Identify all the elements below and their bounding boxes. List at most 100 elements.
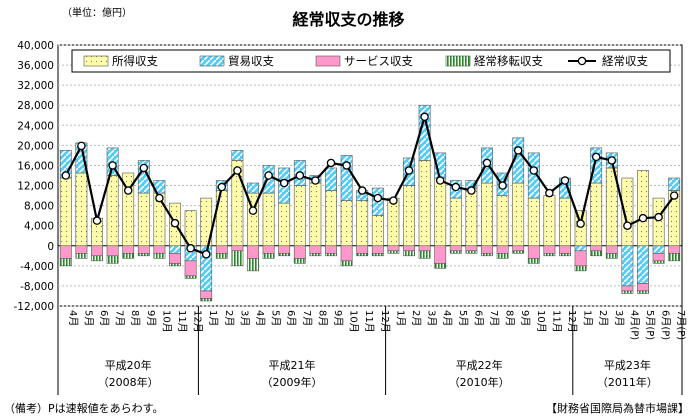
- bar-services: [449, 245, 462, 252]
- y-tick-label: 20,000: [17, 140, 54, 152]
- year-label: 平成20年: [105, 358, 152, 372]
- legend-label: 経常移転収支: [474, 54, 543, 68]
- bar-services: [215, 245, 228, 254]
- x-tick-label: 9月: [145, 310, 157, 326]
- current-account-point: [638, 213, 648, 223]
- x-tick-label: 5月: [457, 310, 469, 326]
- bar-transfers: [293, 258, 306, 264]
- x-tick-label: 4月(P): [628, 310, 640, 340]
- bar-transfers: [574, 265, 587, 272]
- x-tick-label: 2月: [597, 310, 609, 326]
- x-tick-label: 12月: [566, 310, 578, 333]
- bar-goods: [590, 182, 603, 247]
- bar-goods: [215, 190, 228, 247]
- year-label: 平成22年: [456, 358, 503, 372]
- bar-services: [387, 245, 400, 252]
- bar-services: [590, 245, 603, 252]
- bar-transfers: [75, 252, 88, 259]
- bar-services: [481, 245, 493, 254]
- bar-goods: [387, 197, 400, 247]
- x-tick-label: 1月: [582, 310, 594, 326]
- current-account-point: [451, 182, 461, 192]
- bar-transfers: [231, 250, 244, 267]
- bar-services: [231, 245, 244, 252]
- x-tick-label: 9月: [519, 310, 531, 326]
- current-account-point: [295, 171, 305, 180]
- bar-transfers: [543, 252, 556, 257]
- bar-services: [91, 245, 103, 257]
- x-tick-label: 2月: [410, 310, 422, 326]
- current-account-point: [357, 186, 367, 195]
- legend-label: 所得収支: [112, 54, 158, 68]
- bar-services: [153, 245, 166, 254]
- y-tick-label: 32,000: [17, 80, 54, 92]
- bar-transfers: [106, 255, 119, 264]
- x-tick-label: 7月(P): [675, 310, 687, 340]
- year-label: 平成21年: [269, 358, 316, 372]
- bar-goods: [356, 200, 369, 247]
- bar-transfers: [637, 290, 649, 294]
- bar-transfers: [356, 252, 369, 257]
- bar-goods: [652, 197, 665, 247]
- x-tick-label: 3月: [613, 310, 625, 326]
- chart-title: 経常収支の推移: [292, 10, 405, 29]
- current-account-point: [623, 221, 632, 230]
- current-account-point: [545, 188, 554, 198]
- bar-transfers: [59, 258, 72, 267]
- bar-transfers: [418, 250, 431, 259]
- y-tick-label: -4,000: [20, 261, 54, 273]
- bar-goods: [559, 197, 571, 247]
- bar-trade: [340, 155, 353, 201]
- x-tick-label: 6月: [285, 310, 297, 326]
- y-tick-label: 28,000: [17, 100, 54, 112]
- current-account-point: [326, 158, 336, 168]
- bar-transfers: [512, 250, 525, 254]
- current-account-point: [482, 158, 492, 168]
- bar-goods: [75, 172, 88, 247]
- current-account-point: [529, 166, 539, 175]
- y-tick-label: 0: [47, 241, 54, 253]
- x-tick-label: 9月: [332, 310, 344, 326]
- bar-goods: [496, 195, 509, 247]
- bar-transfers: [590, 250, 603, 257]
- y-tick-label: 12,000: [17, 181, 54, 193]
- current-account-point: [264, 171, 273, 180]
- year-sublabel: （2010年）: [449, 375, 510, 389]
- bar-services: [668, 245, 681, 254]
- legend-swatch-trade: [199, 55, 225, 67]
- bar-transfers: [496, 252, 509, 259]
- bar-transfers: [91, 255, 103, 262]
- bar-transfers: [340, 260, 353, 267]
- bar-services: [122, 245, 135, 254]
- current-account-point: [404, 166, 414, 175]
- x-tick-label: 6月: [98, 310, 110, 326]
- current-account-point: [217, 182, 227, 192]
- current-account-point: [560, 176, 570, 185]
- bar-transfers: [215, 252, 228, 259]
- legend-swatch-goods: [83, 55, 109, 67]
- bar-services: [371, 245, 384, 254]
- bar-services: [574, 250, 587, 267]
- bar-transfers: [184, 275, 197, 279]
- year-sublabel: （2011年）: [597, 375, 658, 389]
- bar-services: [434, 245, 447, 264]
- bar-transfers: [153, 252, 166, 259]
- bar-services: [75, 245, 88, 254]
- legend-box: [71, 49, 671, 73]
- legend-label: サービス収支: [344, 54, 413, 68]
- current-account-point: [139, 163, 149, 173]
- year-sublabel: （2008年）: [98, 375, 159, 389]
- bar-services: [200, 290, 213, 299]
- current-account-point: [201, 250, 211, 259]
- x-tick-label: 7月: [488, 310, 500, 326]
- current-account-point: [108, 161, 117, 170]
- bar-services: [247, 245, 259, 259]
- bar-transfers: [309, 252, 322, 257]
- bar-goods: [325, 190, 337, 247]
- current-account-point: [61, 171, 71, 180]
- bar-transfers: [668, 252, 681, 262]
- x-tick-label: 5月: [270, 310, 282, 326]
- bar-services: [637, 283, 649, 292]
- bar-services: [605, 245, 618, 254]
